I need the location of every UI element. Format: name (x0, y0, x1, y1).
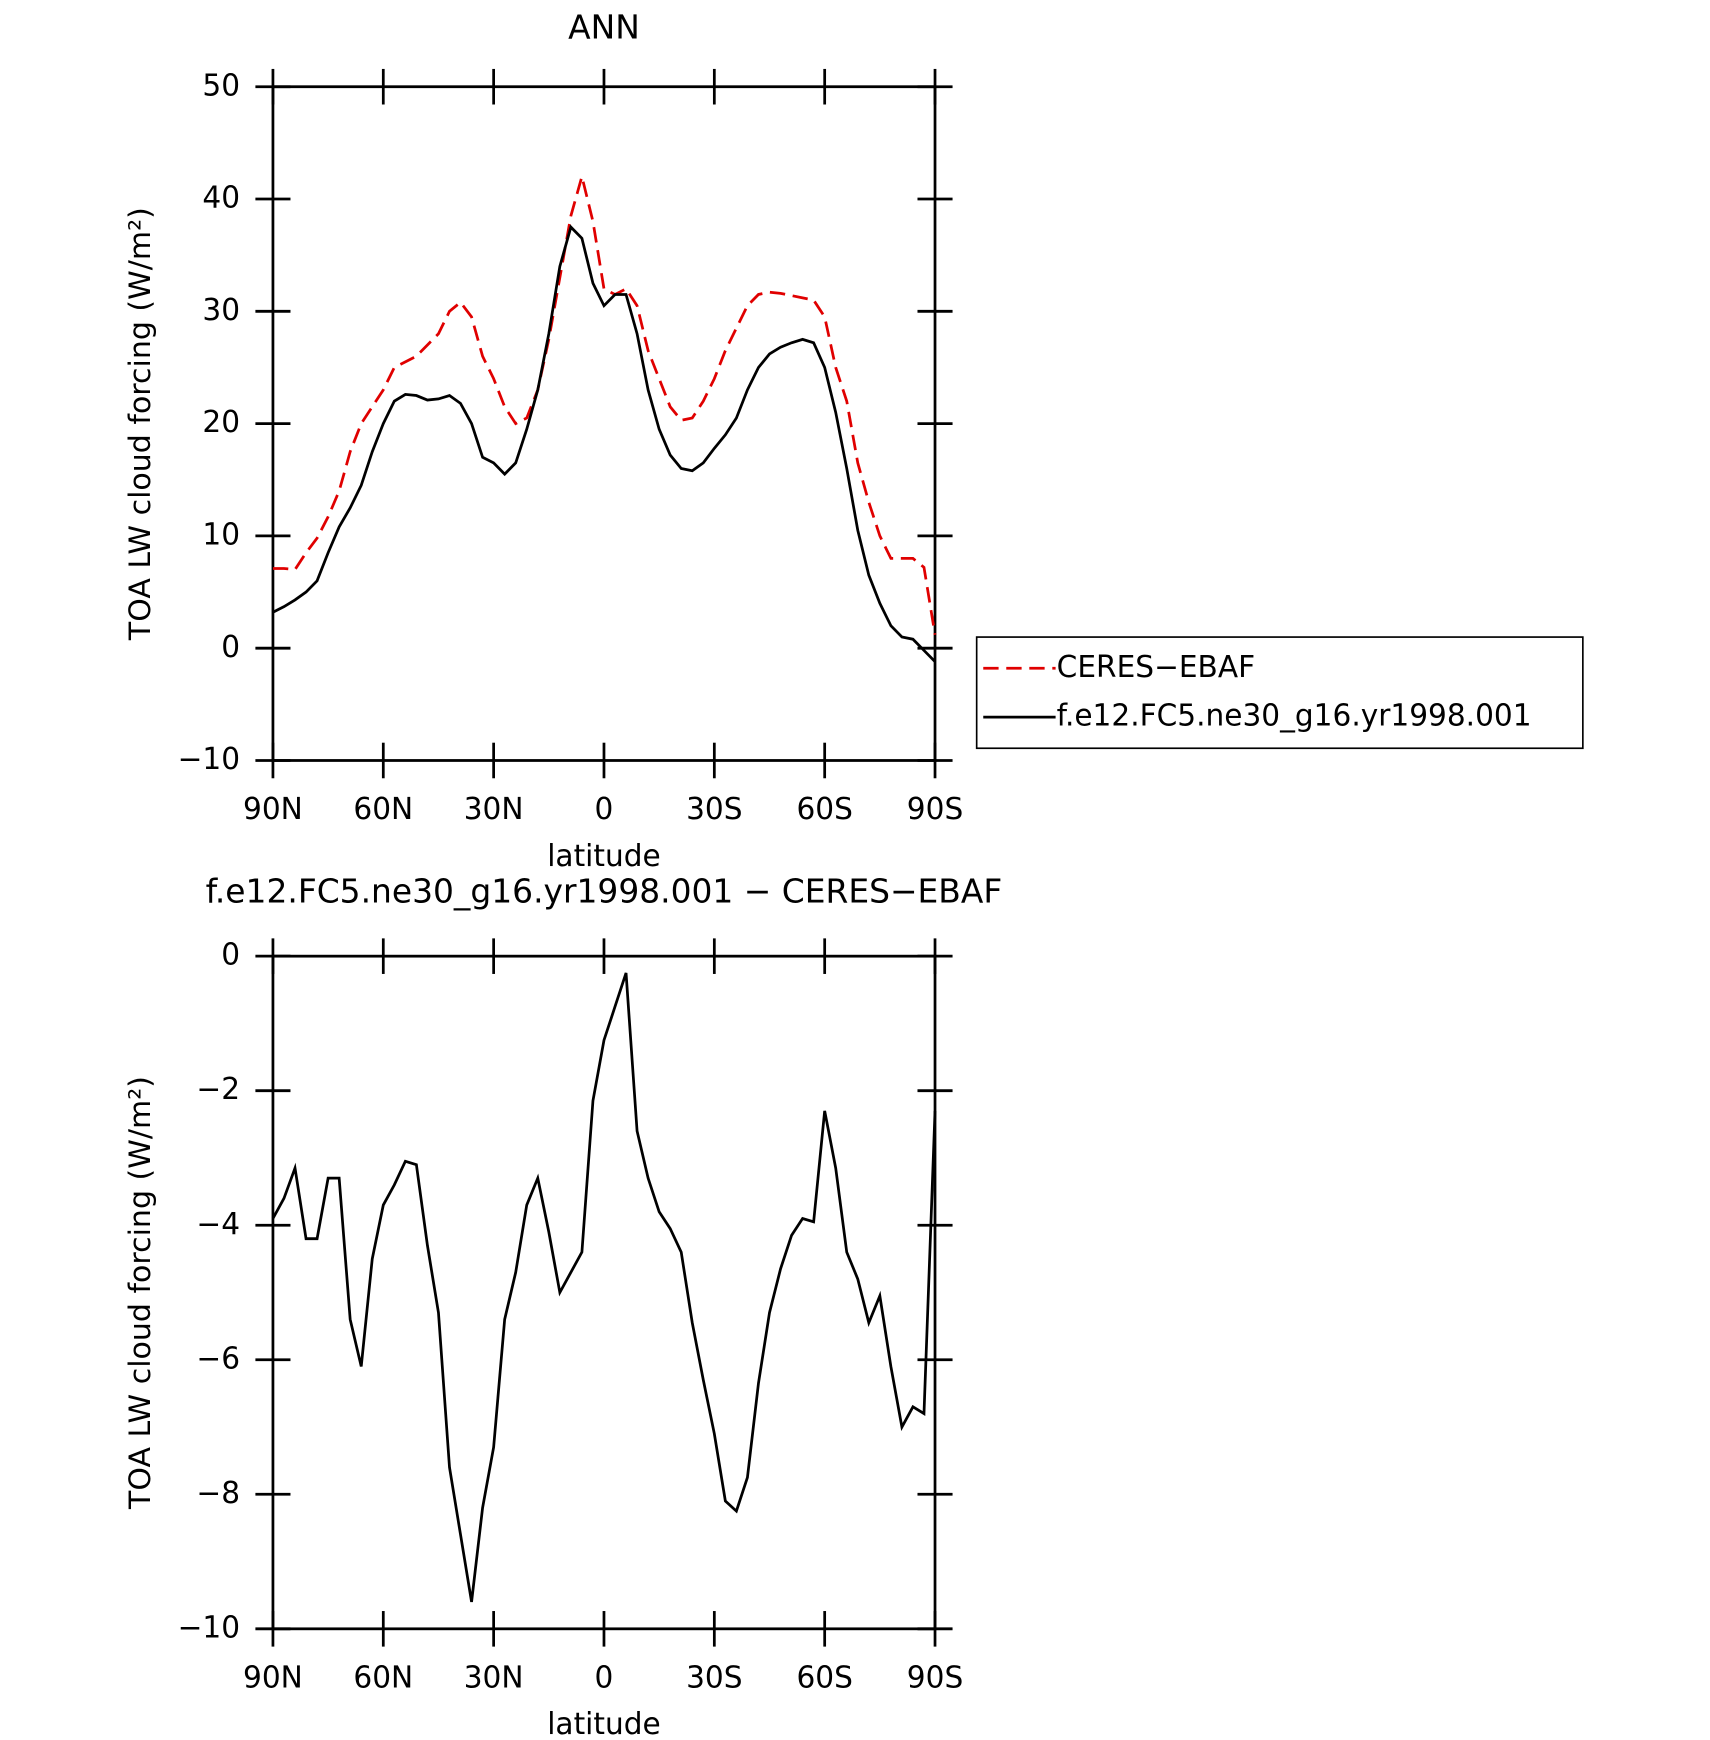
chart-title: ANN (568, 7, 640, 46)
x-tick-label: 90S (907, 1660, 963, 1695)
y-tick-label: −4 (196, 1207, 240, 1242)
x-tick-label: 0 (595, 1660, 614, 1695)
x-tick-label: 30N (464, 792, 524, 827)
y-tick-label: 30 (202, 293, 240, 328)
y-tick-label: −10 (178, 742, 240, 777)
y-axis-label: TOA LW cloud forcing (W/m²) (123, 1076, 158, 1510)
legend-box (975, 636, 1584, 750)
y-tick-label: −2 (196, 1072, 240, 1107)
x-tick-label: 60S (796, 792, 852, 827)
x-tick-label: 30S (686, 792, 742, 827)
x-tick-label: 90N (243, 1660, 303, 1695)
y-tick-label: −10 (178, 1610, 240, 1645)
data-line (272, 224, 936, 663)
data-line (272, 171, 937, 635)
y-tick-label: 40 (202, 180, 240, 215)
data-line (271, 972, 937, 1603)
y-tick-label: 50 (202, 68, 240, 103)
x-axis-label: latitude (547, 1707, 661, 1740)
y-tick-label: 0 (221, 938, 240, 973)
plot-frame (271, 954, 937, 1631)
x-axis-label: latitude (547, 839, 661, 874)
x-tick-label: 60N (353, 1660, 413, 1695)
x-tick-label: 90S (907, 792, 963, 827)
x-tick-label: 60N (353, 792, 413, 827)
x-tick-label: 30S (686, 1660, 742, 1695)
x-tick-label: 90N (243, 792, 303, 827)
chart-title: f.e12.FC5.ne30_g16.yr1998.001 − CERES−EB… (206, 871, 1003, 910)
y-tick-label: 20 (202, 405, 240, 440)
plot-frame (271, 85, 937, 762)
y-axis-label: TOA LW cloud forcing (W/m²) (123, 207, 158, 641)
legend-label: f.e12.FC5.ne30_g16.yr1998.001 (1057, 698, 1532, 733)
panel: f.e12.FC5.ne30_g16.yr1998.001 − CERES−EB… (123, 871, 1002, 1740)
x-tick-label: 0 (595, 792, 614, 827)
x-tick-label: 60S (796, 1660, 852, 1695)
y-tick-label: 0 (221, 630, 240, 665)
y-tick-label: 10 (202, 517, 240, 552)
legend-label: CERES−EBAF (1057, 650, 1255, 685)
panel: ANN −10 0 10 20 30 40 50 90N 60N 30N 0 30S 60S 90S lati… (123, 7, 1584, 874)
y-tick-label: −8 (196, 1476, 240, 1511)
x-tick-label: 30N (464, 1660, 524, 1695)
y-tick-label: −6 (196, 1341, 240, 1376)
